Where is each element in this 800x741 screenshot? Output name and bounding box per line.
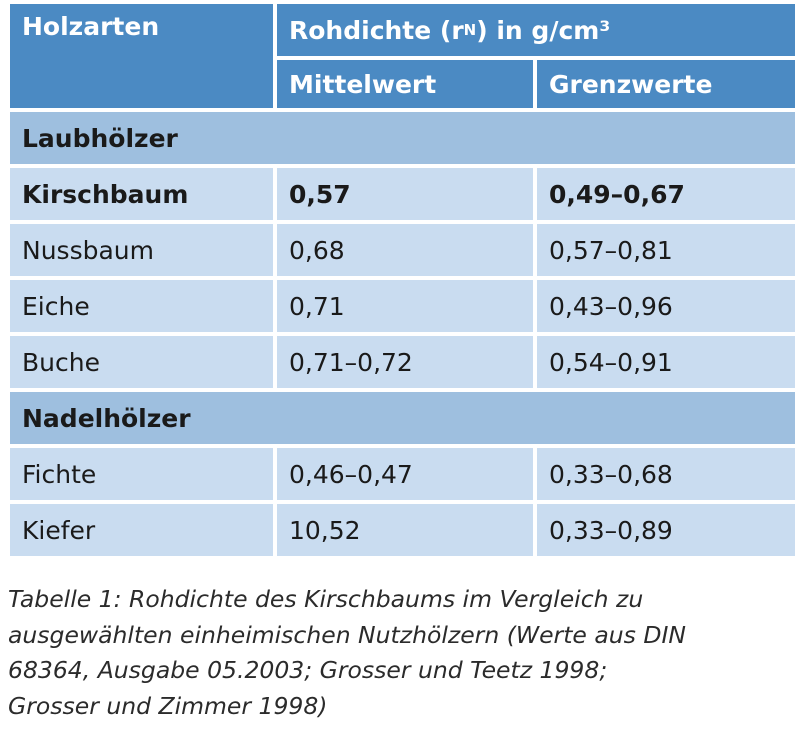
table-cell: Buche	[10, 336, 273, 388]
table-cell: 10,52	[277, 504, 533, 556]
table-cell: 0,46–0,47	[277, 448, 533, 500]
header-cell: Grenzwerte	[537, 60, 795, 108]
caption-line: ausgewählten einheimischen Nutzhölzern (…	[8, 620, 686, 649]
table-cell: 0,33–0,68	[537, 448, 795, 500]
header-cell: Mittelwert	[277, 60, 533, 108]
table-cell: 0,57	[277, 168, 533, 220]
section-row: Nadelhölzer	[10, 392, 795, 444]
caption: Tabelle 1: Rohdichte des Kirschbaums im …	[8, 582, 686, 724]
section-row: Laubhölzer	[10, 112, 795, 164]
header-group: Rohdichte (r N) in g/cm³	[277, 4, 795, 56]
header-subscript: N	[463, 21, 477, 39]
table-cell: 0,33–0,89	[537, 504, 795, 556]
table-cell: Kiefer	[10, 504, 273, 556]
table-cell: 0,54–0,91	[537, 336, 795, 388]
caption-line: Grosser und Zimmer 1998)	[8, 691, 328, 720]
table-cell: Kirschbaum	[10, 168, 273, 220]
table-cell: Eiche	[10, 280, 273, 332]
caption-line: 68364, Ausgabe 05.2003; Grosser und Teet…	[8, 656, 608, 684]
table-cell: Fichte	[10, 448, 273, 500]
caption-line: Tabelle 1: Rohdichte des Kirschbaums im …	[8, 585, 644, 613]
table-cell: 0,49–0,67	[537, 168, 795, 220]
table-cell: 0,43–0,96	[537, 280, 795, 332]
table-cell: 0,71–0,72	[277, 336, 533, 388]
table-cell: Nussbaum	[10, 224, 273, 276]
table-cell: 0,68	[277, 224, 533, 276]
header-cell: Holzarten	[10, 4, 273, 108]
header-text: ) in g/cm³	[476, 15, 611, 45]
table-cell: 0,71	[277, 280, 533, 332]
table-cell: 0,57–0,81	[537, 224, 795, 276]
header-text: Rohdichte (r	[289, 15, 464, 45]
